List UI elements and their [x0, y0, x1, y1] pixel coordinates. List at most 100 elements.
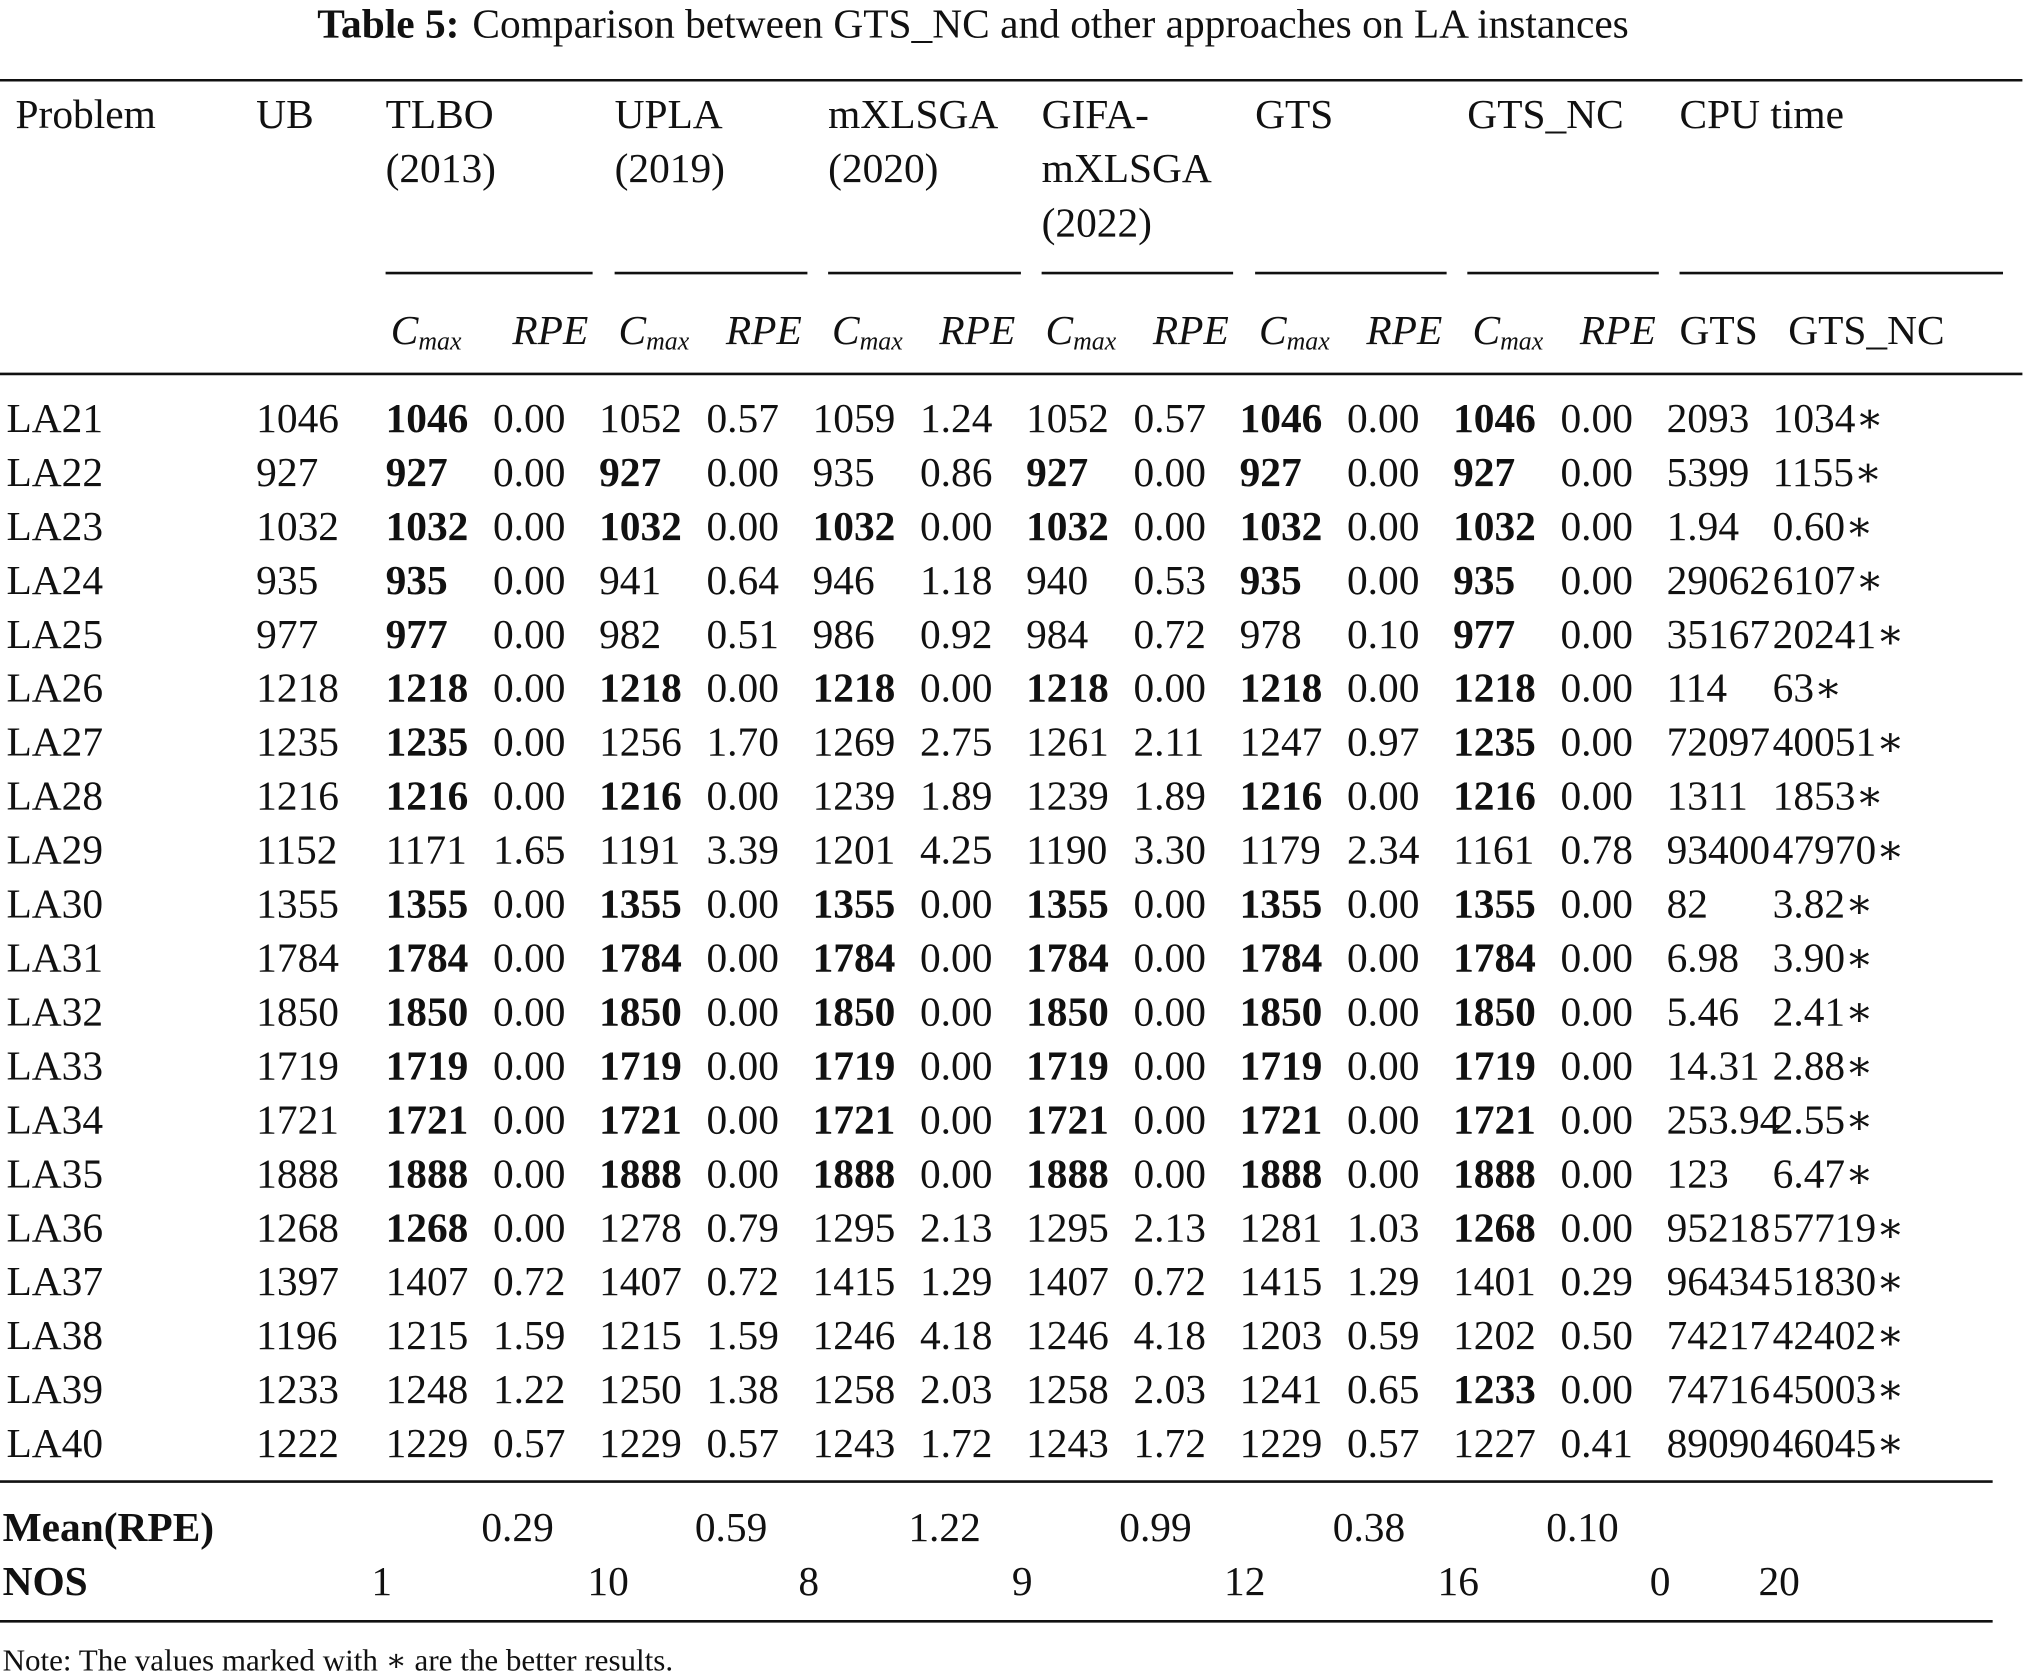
cell: 0.57 — [1347, 1420, 1419, 1466]
cell: 1721 — [813, 1096, 896, 1142]
cell: 0.00 — [493, 665, 565, 711]
cell: 1216 — [599, 773, 682, 819]
cell: 1246 — [813, 1312, 896, 1358]
cell: 0.00 — [1347, 395, 1419, 441]
header-label: (2019) — [615, 145, 725, 192]
cell: 1155∗ — [1773, 449, 1882, 495]
cell: 1233 — [256, 1366, 339, 1412]
note: Note: The values marked with ∗ are the b… — [3, 1643, 674, 1671]
cell: 1888 — [386, 1150, 469, 1196]
cell: 2.03 — [920, 1366, 992, 1412]
cell: 1850 — [1240, 988, 1323, 1034]
cell: 72097 — [1667, 719, 1770, 765]
cell: 1850 — [599, 988, 682, 1034]
row-name: LA32 — [6, 988, 103, 1034]
cell: 1.59 — [706, 1312, 778, 1358]
sub-header: Cmax — [1045, 307, 1116, 355]
cell: 0.78 — [1560, 827, 1632, 873]
cell: 2.13 — [920, 1204, 992, 1250]
cell: 0.72 — [1133, 611, 1205, 657]
cell: 1719 — [1026, 1042, 1109, 1088]
header-label: (2020) — [828, 145, 938, 192]
cell: 1215 — [599, 1312, 682, 1358]
row-name: LA21 — [6, 395, 103, 441]
cell: 0.00 — [706, 1150, 778, 1196]
cell: 1032 — [386, 503, 469, 549]
cell: 1203 — [1240, 1312, 1323, 1358]
cell: 0.50 — [1560, 1312, 1632, 1358]
cell: 0.00 — [1347, 988, 1419, 1034]
cell: 0.00 — [1560, 935, 1632, 981]
sub-header: RPE — [1579, 307, 1656, 353]
cell: 0.00 — [1347, 1042, 1419, 1088]
cell: 0.60∗ — [1773, 503, 1874, 549]
row-name: LA38 — [6, 1312, 103, 1358]
summary-value: 12 — [1224, 1558, 1265, 1604]
header-label: mXLSGA — [1042, 145, 1212, 191]
cell: 1355 — [599, 881, 682, 927]
cell: 1215 — [386, 1312, 469, 1358]
cell: 1278 — [599, 1204, 682, 1250]
cell: 1046 — [1240, 395, 1323, 441]
cell: 0.00 — [1560, 988, 1632, 1034]
cell: 1.03 — [1347, 1204, 1419, 1250]
cell: 0.00 — [493, 611, 565, 657]
symbol: C — [618, 307, 646, 353]
cell: 0.00 — [1560, 1366, 1632, 1412]
cell: 0.41 — [1560, 1420, 1632, 1466]
cell: 74217 — [1667, 1312, 1770, 1358]
row-name: LA37 — [6, 1258, 103, 1304]
cell: 1719 — [1240, 1042, 1323, 1088]
cell: 1216 — [1240, 773, 1323, 819]
row-name: LA30 — [6, 881, 103, 927]
cell: 0.00 — [1133, 665, 1205, 711]
cell: 1.89 — [920, 773, 992, 819]
cell: 1229 — [599, 1420, 682, 1466]
cell: 1235 — [256, 719, 339, 765]
cell: 1229 — [386, 1420, 469, 1466]
cell: 1218 — [813, 665, 896, 711]
cell: 93400 — [1667, 827, 1770, 873]
cell: 940 — [1026, 557, 1088, 603]
row-name: LA40 — [6, 1420, 103, 1466]
row-name: LA27 — [6, 719, 103, 765]
cell: 1052 — [599, 395, 682, 441]
cell: 0.00 — [1560, 611, 1632, 657]
cell: 1222 — [256, 1420, 339, 1466]
cell: 42402∗ — [1773, 1312, 1905, 1358]
cell: 1850 — [1026, 988, 1109, 1034]
cell: 1.22 — [493, 1366, 565, 1412]
cell: 1407 — [386, 1258, 469, 1304]
cell: 1407 — [1026, 1258, 1109, 1304]
cell: 1.70 — [706, 719, 778, 765]
cell: 0.00 — [920, 665, 992, 711]
cell: 5399 — [1667, 449, 1750, 495]
cell: 0.00 — [920, 988, 992, 1034]
cell: 1218 — [599, 665, 682, 711]
cell: 0.00 — [1560, 1204, 1632, 1250]
cell: 29062 — [1667, 557, 1770, 603]
cell: 927 — [1240, 449, 1302, 495]
cell: 1241 — [1240, 1366, 1323, 1412]
cell: 986 — [813, 611, 875, 657]
cell: 0.00 — [1560, 719, 1632, 765]
summary-value: 10 — [587, 1558, 628, 1604]
cell: 1407 — [599, 1258, 682, 1304]
cell: 1721 — [1453, 1096, 1536, 1142]
summary-value: 0.38 — [1333, 1504, 1405, 1550]
cell: 0.00 — [920, 935, 992, 981]
cell: 1.18 — [920, 557, 992, 603]
cell: 1295 — [1026, 1204, 1109, 1250]
cell: 4.18 — [1133, 1312, 1205, 1358]
cell: 0.29 — [1560, 1258, 1632, 1304]
cell: 0.00 — [1133, 1042, 1205, 1088]
cell: 0.57 — [493, 1420, 565, 1466]
cell: 1239 — [813, 773, 896, 819]
cell: 935 — [1240, 557, 1302, 603]
cell: 6107∗ — [1773, 557, 1884, 603]
cell: 1218 — [256, 665, 339, 711]
cell: 1415 — [1240, 1258, 1323, 1304]
cell: 1355 — [1240, 881, 1323, 927]
cell: 927 — [386, 449, 448, 495]
cell: 253.94 — [1667, 1096, 1781, 1142]
